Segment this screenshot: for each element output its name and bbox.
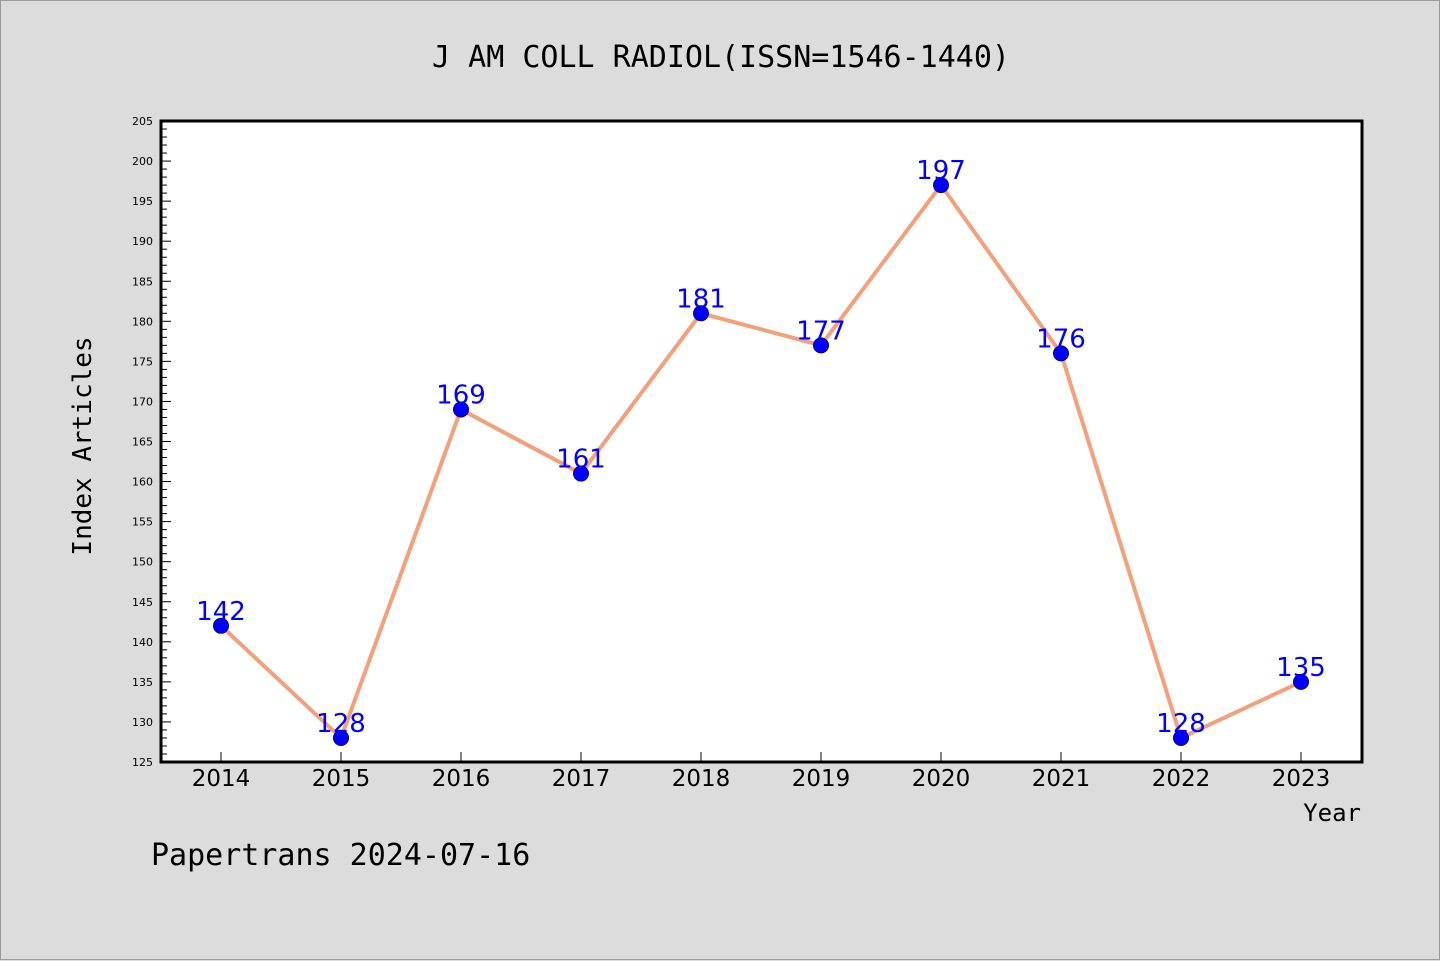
plot-border [159,119,1364,764]
y-axis: 125 130 135 140 145 150 155 160 165 170 175 180 185 1… [132,115,171,769]
footer-stamp: Papertrans 2024-07-16 [151,838,530,873]
data-label: 176 [1036,324,1086,354]
x-tick-label: 2022 [1152,766,1211,792]
data-point [453,401,469,418]
y-tick-label: 140 [132,636,153,649]
y-tick-label: 155 [132,516,153,529]
data-label: 177 [796,316,846,346]
series-layer: 142 128 169 161 181 177 197 176 128 135 [196,156,1326,746]
y-tick-label: 185 [132,275,153,288]
y-tick-label: 130 [132,716,153,729]
data-point [1293,673,1309,690]
data-label: 135 [1276,653,1326,683]
data-point [333,729,349,746]
y-tick-label: 175 [132,355,153,368]
series-line [219,183,1303,740]
data-label: 128 [316,709,366,739]
x-tick-label: 2014 [192,766,251,792]
y-axis-label: Index Articles [68,336,98,555]
chart-title: J AM COLL RADIOL(ISSN=1546-1440) [432,40,1010,75]
x-tick-label: 2017 [552,766,611,792]
y-tick-label: 195 [132,195,153,208]
y-tick-label: 170 [132,395,153,408]
x-tick-label: 2019 [792,766,851,792]
y-tick-label: 190 [132,235,153,248]
data-label: 142 [196,597,246,627]
x-axis: 2014 2015 2016 2017 2018 2019 2020 2021 2022 2023 [192,752,1331,792]
data-point [573,465,589,482]
x-tick-label: 2021 [1032,766,1091,792]
data-point [1053,345,1069,362]
y-tick-label: 125 [132,756,153,769]
data-point [933,177,949,194]
x-tick-label: 2018 [672,766,731,792]
data-label: 128 [1156,709,1206,739]
plot-area [161,121,1362,762]
y-tick-label: 160 [132,476,153,489]
y-tick-label: 145 [132,596,153,609]
data-point [813,337,829,354]
y-tick-label: 200 [132,155,153,168]
x-tick-label: 2020 [912,766,971,792]
y-tick-label: 180 [132,315,153,328]
x-tick-label: 2023 [1272,766,1331,792]
data-label: 169 [436,380,486,410]
data-point [213,617,229,634]
y-tick-label: 205 [132,115,153,128]
x-tick-label: 2015 [312,766,371,792]
data-point [693,305,709,322]
y-tick-label: 135 [132,676,153,689]
data-label: 197 [916,156,966,186]
x-axis-label: Year [1303,799,1361,827]
data-label: 161 [556,445,606,475]
data-point [1173,729,1189,746]
data-label: 181 [676,284,726,314]
y-tick-label: 165 [132,436,153,449]
x-tick-label: 2016 [432,766,491,792]
y-tick-label: 150 [132,556,153,569]
